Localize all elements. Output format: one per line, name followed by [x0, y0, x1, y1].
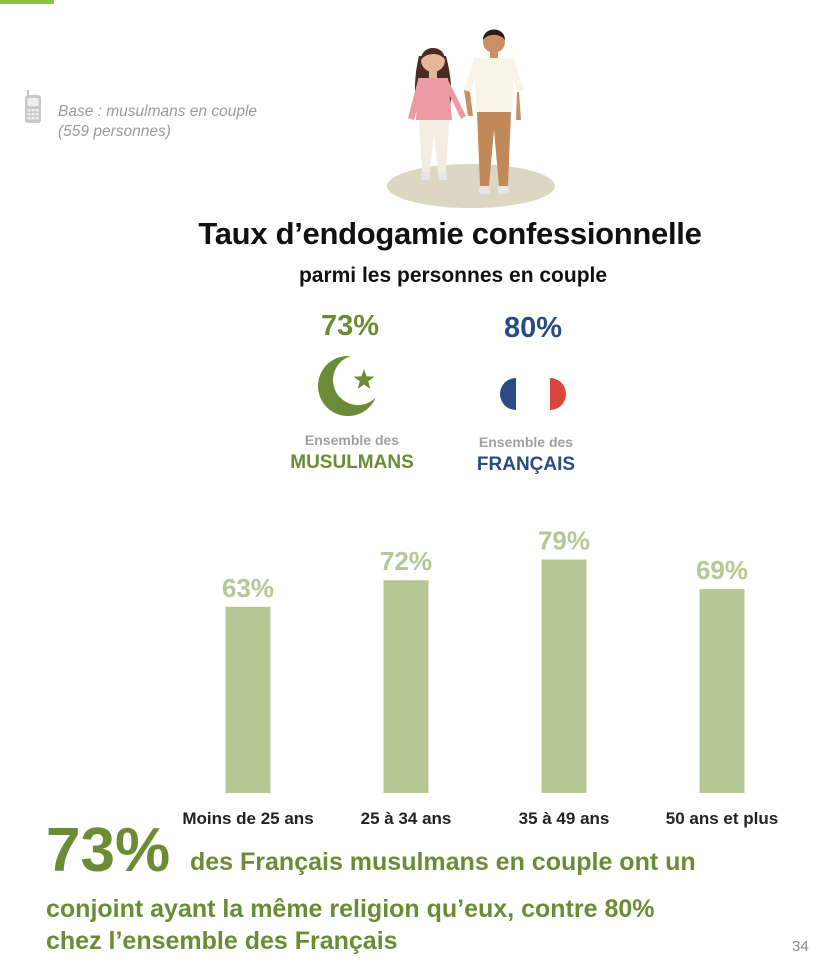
summary-big-stat: 73% — [46, 816, 171, 885]
corner-accent-tab — [0, 0, 54, 4]
summary-line2: conjoint ayant la même religion qu’eux, … — [46, 895, 655, 923]
category-label-1: Moins de 25 ans — [182, 809, 313, 828]
base-note: Base : musulmans en couple (559 personne… — [58, 102, 318, 142]
french-caption-pre: Ensemble des — [478, 434, 574, 450]
bar-4 — [699, 589, 745, 793]
muslims-caption: Ensemble des MUSULMANS — [272, 432, 432, 474]
french-caption: Ensemble des FRANÇAIS — [446, 434, 606, 476]
category-label-3: 35 à 49 ans — [519, 809, 610, 828]
muslims-rate: 73% — [321, 310, 380, 342]
summary-line3: chez l’ensemble des Français — [46, 927, 398, 955]
french-rate: 80% — [504, 312, 563, 344]
page-number: 34 — [792, 938, 809, 955]
muslims-caption-main: MUSULMANS — [290, 452, 414, 473]
french-flag-icon — [500, 378, 566, 410]
bar-value-label-4: 69% — [696, 555, 748, 585]
bar-3 — [541, 559, 587, 793]
bar-value-label-3: 79% — [538, 526, 590, 556]
page-title: Taux d’endogamie confessionnelle — [198, 216, 702, 251]
category-label-2: 25 à 34 ans — [361, 809, 452, 828]
bar-value-label-2: 72% — [380, 546, 432, 576]
bar-2 — [383, 580, 429, 793]
couple-illustration — [387, 29, 555, 208]
muslims-caption-pre: Ensemble des — [304, 432, 400, 448]
category-label-4: 50 ans et plus — [666, 809, 778, 828]
summary-line1: des Français musulmans en couple ont un — [190, 848, 696, 876]
french-caption-main: FRANÇAIS — [476, 454, 576, 475]
bar-value-label-1: 63% — [222, 573, 274, 603]
phone-icon — [25, 90, 41, 123]
bar-1 — [225, 606, 271, 793]
base-note-line1: Base : musulmans en couple — [58, 103, 258, 120]
crescent-star-icon — [318, 355, 382, 416]
page-subtitle: parmi les personnes en couple — [298, 264, 608, 287]
base-note-line2: (559 personnes) — [58, 123, 171, 140]
